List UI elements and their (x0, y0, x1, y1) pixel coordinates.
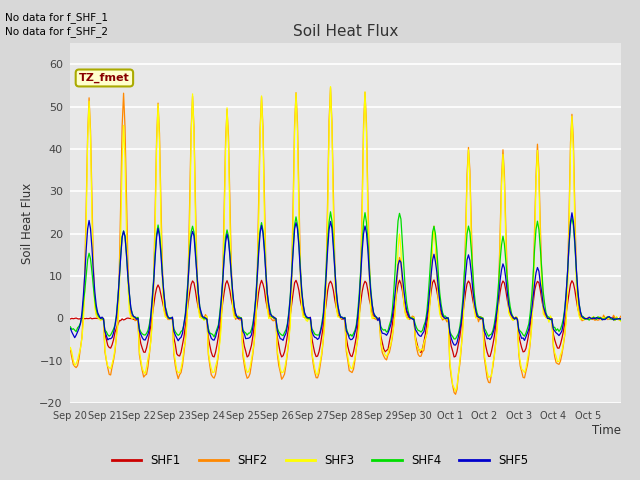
X-axis label: Time: Time (592, 424, 621, 437)
Text: TZ_fmet: TZ_fmet (79, 73, 130, 83)
Text: No data for f_SHF_1: No data for f_SHF_1 (5, 12, 108, 23)
Y-axis label: Soil Heat Flux: Soil Heat Flux (20, 182, 34, 264)
Title: Soil Heat Flux: Soil Heat Flux (293, 24, 398, 39)
Legend: SHF1, SHF2, SHF3, SHF4, SHF5: SHF1, SHF2, SHF3, SHF4, SHF5 (107, 449, 533, 472)
Text: No data for f_SHF_2: No data for f_SHF_2 (5, 26, 108, 37)
